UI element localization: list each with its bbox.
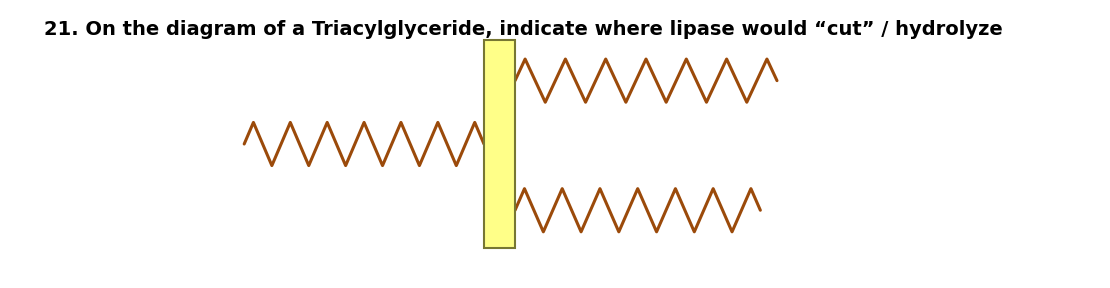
Text: 21. On the diagram of a Triacylglyceride, indicate where lipase would “cut” / hy: 21. On the diagram of a Triacylglyceride… <box>44 20 1003 39</box>
Bar <box>484 40 515 248</box>
